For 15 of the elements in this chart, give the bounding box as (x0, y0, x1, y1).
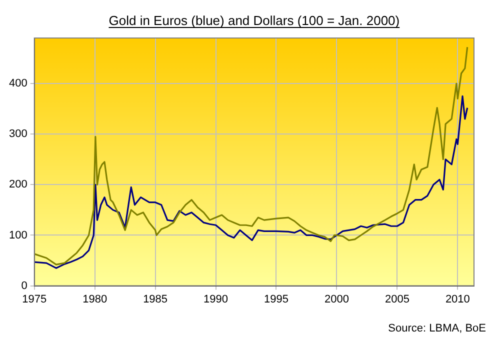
x-tick-label: 1995 (264, 293, 288, 306)
x-tick-label: 1990 (204, 293, 228, 306)
y-tick-label: 400 (8, 78, 28, 90)
source-note: Source: LBMA, BoE (388, 322, 486, 335)
y-tick-label: 300 (8, 128, 28, 140)
x-tick-label: 2010 (445, 293, 470, 306)
x-tick-label: 1985 (143, 293, 168, 306)
x-tick-label: 1980 (82, 293, 108, 306)
y-tick-label: 0 (21, 280, 28, 292)
y-tick-label: 100 (8, 229, 28, 242)
x-tick-label: 1975 (22, 293, 47, 306)
y-tick-label: 200 (8, 178, 28, 191)
chart-title: Gold in Euros (blue) and Dollars (100 = Jan. 2000) (108, 13, 400, 28)
x-tick-label: 2000 (324, 293, 349, 306)
x-tick-label: 2005 (384, 293, 410, 306)
